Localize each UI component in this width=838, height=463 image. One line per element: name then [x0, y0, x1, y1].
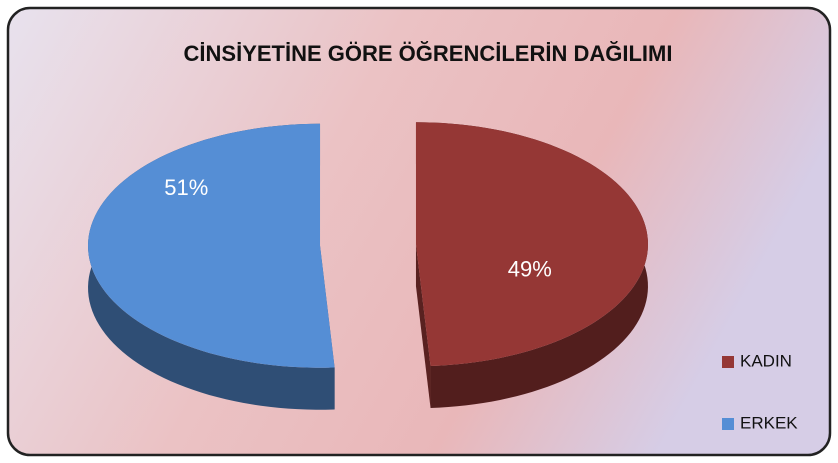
pie-slice: [88, 123, 335, 410]
data-label: 51%: [164, 175, 208, 200]
legend-label: KADIN: [740, 351, 792, 370]
legend-swatch: [722, 418, 734, 430]
legend-swatch: [722, 356, 734, 368]
legend-label: ERKEK: [740, 413, 798, 432]
slice-top: [88, 123, 335, 368]
slice-top: [415, 122, 648, 367]
chart-title: CİNSİYETİNE GÖRE ÖĞRENCİLERİN DAĞILIMI: [184, 41, 673, 66]
data-label: 49%: [508, 257, 552, 282]
pie-slice: [415, 122, 648, 409]
slice-cut-face: [415, 244, 431, 409]
